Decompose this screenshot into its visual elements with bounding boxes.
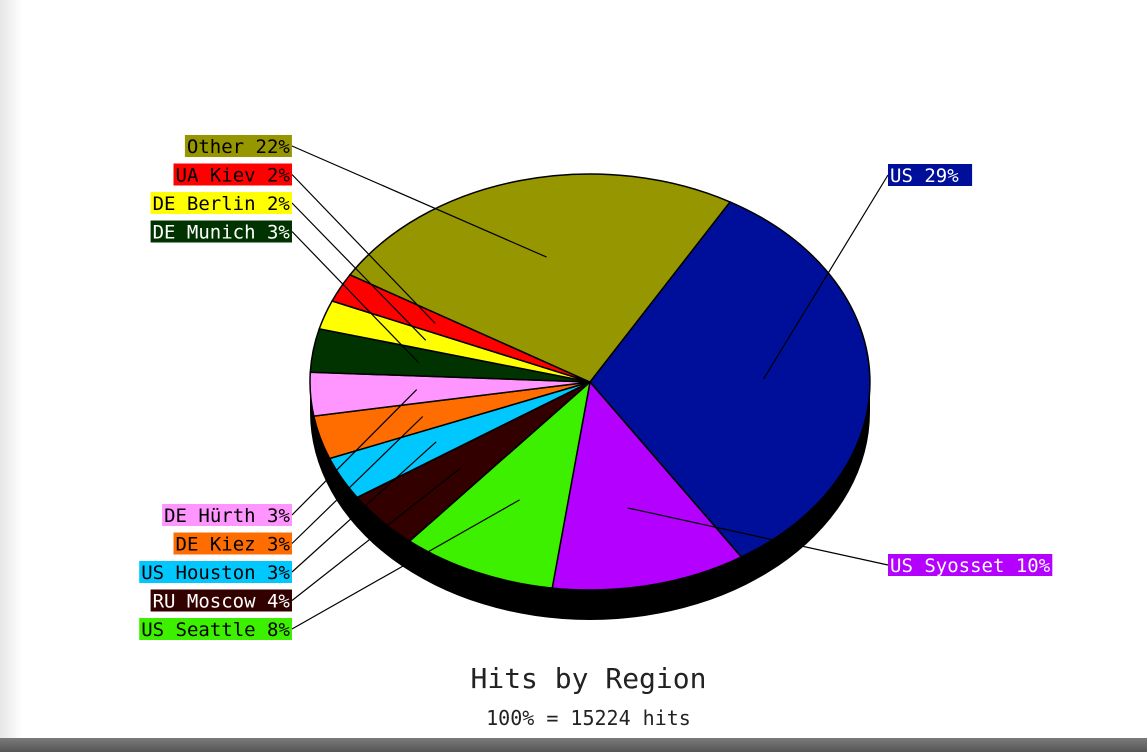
leader-line-de-munich (291, 231, 419, 363)
pie-slices (309, 173, 871, 591)
label-bg-other (184, 135, 292, 157)
label-us-syosset: US Syosset 10% (890, 555, 1051, 577)
pie-slice-us (589, 200, 871, 558)
label-de-berlin: DE Berlin 2% (153, 193, 291, 215)
leader-line-other (291, 145, 547, 258)
label-bg-de-kiez (173, 532, 292, 555)
label-us: US 29% (890, 165, 959, 187)
frame-shadow (0, 0, 22, 752)
leader-line-de-h-rth (291, 389, 418, 516)
label-de-kiez: DE Kiez 3% (176, 534, 291, 556)
leader-line-us-syosset (627, 507, 889, 566)
leader-line-us-seattle (291, 499, 520, 630)
pie-slice-other (348, 173, 732, 383)
label-us-seattle: US Seattle 8% (141, 619, 290, 641)
slice-labels: US 29% US Syosset 10% US Seattle 8% RU Mosc… (139, 135, 1053, 641)
leader-line-us-houston (291, 441, 437, 573)
label-de-h-rth: DE Hürth 3% (164, 505, 290, 527)
leader-line-ru-moscow (291, 467, 461, 601)
label-bg-ua-kiev (173, 163, 292, 186)
pie-slice-us-syosset (551, 380, 743, 591)
leader-line-us (763, 174, 889, 380)
label-other: Other 22% (187, 136, 291, 158)
label-bg-ru-moscow (150, 589, 292, 612)
window-bottom-bar (0, 738, 1147, 752)
label-bg-de-h-rth (162, 504, 292, 526)
label-bg-de-munich (150, 220, 292, 243)
label-bg-us-syosset (888, 554, 1053, 576)
label-bg-us (888, 164, 973, 186)
leader-line-de-kiez (291, 416, 424, 544)
label-bg-us-seattle (139, 618, 292, 640)
leader-line-de-berlin (291, 202, 427, 341)
leader-line-ua-kiev (291, 174, 436, 324)
label-ua-kiev: UA Kiev 2% (176, 165, 291, 187)
label-ru-moscow: RU Moscow 4% (153, 591, 291, 613)
label-us-houston: US Houston 3% (141, 562, 290, 584)
leader-lines (291, 145, 889, 630)
label-bg-de-berlin (150, 192, 292, 214)
chart-title: Hits by Region (470, 662, 707, 695)
label-de-munich: DE Munich 3% (153, 222, 291, 244)
chart-subtitle: 100% = 15224 hits (486, 706, 691, 730)
label-bg-us-houston (139, 561, 292, 583)
